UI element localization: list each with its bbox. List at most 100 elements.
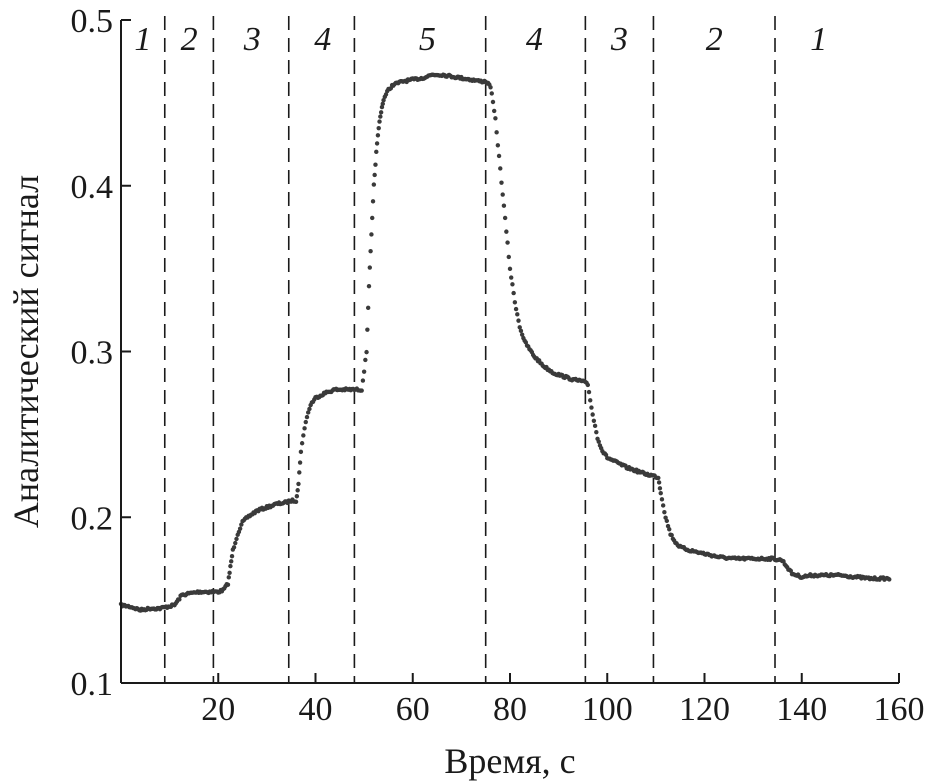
data-point xyxy=(656,475,661,481)
data-point xyxy=(366,283,372,289)
data-point xyxy=(494,130,499,135)
data-point xyxy=(656,480,662,485)
data-point xyxy=(304,414,310,420)
data-point xyxy=(233,540,238,546)
data-point xyxy=(585,382,590,388)
region-label: 5 xyxy=(419,21,436,58)
data-point xyxy=(302,426,307,431)
signal-series xyxy=(118,72,892,613)
data-point xyxy=(298,449,304,455)
y-tick-label: 0.1 xyxy=(71,666,114,703)
data-point xyxy=(296,481,301,487)
data-point xyxy=(507,266,513,272)
data-point xyxy=(306,410,311,415)
data-point xyxy=(297,460,303,465)
data-point xyxy=(376,125,381,131)
data-point xyxy=(380,101,385,107)
x-tick-label: 100 xyxy=(582,691,633,728)
data-point xyxy=(498,166,503,171)
data-point xyxy=(662,509,667,515)
data-point xyxy=(499,180,504,185)
data-point xyxy=(365,327,370,332)
data-point xyxy=(229,559,234,564)
data-point xyxy=(367,265,372,270)
x-tick-label: 160 xyxy=(874,691,925,728)
data-point xyxy=(491,108,497,114)
data-point xyxy=(239,522,244,527)
data-point xyxy=(887,577,892,582)
data-point xyxy=(229,553,235,559)
y-tick-label: 0.5 xyxy=(71,3,114,40)
data-point xyxy=(361,369,367,374)
region-label: 4 xyxy=(526,21,543,58)
region-label: 3 xyxy=(243,21,261,58)
data-point xyxy=(381,98,386,103)
data-point xyxy=(501,203,507,208)
data-point xyxy=(510,282,515,287)
data-point xyxy=(512,300,518,305)
data-point xyxy=(519,332,525,337)
data-point xyxy=(372,172,377,178)
region-dividers xyxy=(163,16,776,683)
y-tick-label: 0.4 xyxy=(71,169,114,206)
data-point xyxy=(365,305,371,311)
data-point xyxy=(378,114,383,119)
data-point xyxy=(297,470,302,475)
region-label: 3 xyxy=(610,21,628,58)
x-tick-label: 140 xyxy=(776,691,827,728)
data-point xyxy=(225,582,231,587)
data-point xyxy=(495,143,501,148)
data-point xyxy=(363,357,368,363)
data-point xyxy=(788,568,794,574)
data-point xyxy=(371,182,377,187)
data-point xyxy=(294,494,300,499)
data-point xyxy=(659,497,665,502)
data-point xyxy=(658,490,663,496)
data-point xyxy=(378,110,384,115)
data-point xyxy=(227,570,232,576)
data-point xyxy=(505,240,510,245)
y-tick-label: 0.2 xyxy=(71,500,114,537)
data-point xyxy=(293,499,299,505)
data-point xyxy=(488,85,493,90)
data-point xyxy=(303,419,308,425)
data-point xyxy=(500,192,505,197)
data-point xyxy=(509,275,514,280)
x-tick-label: 60 xyxy=(396,691,430,728)
data-point xyxy=(594,429,599,435)
data-point xyxy=(377,119,382,124)
data-point xyxy=(511,290,516,296)
data-point xyxy=(489,91,494,96)
data-point xyxy=(364,349,369,355)
data-point xyxy=(370,199,376,204)
data-point xyxy=(660,503,666,508)
data-point xyxy=(370,215,375,221)
data-point xyxy=(307,406,312,412)
data-point xyxy=(360,378,366,383)
data-point xyxy=(516,318,521,323)
region-label: 4 xyxy=(314,21,331,58)
data-point xyxy=(368,248,373,254)
x-tick-label: 20 xyxy=(201,691,235,728)
data-point xyxy=(375,133,381,138)
data-point xyxy=(518,328,524,334)
data-point xyxy=(299,441,305,446)
data-point xyxy=(237,526,243,531)
data-point xyxy=(596,439,601,444)
data-point xyxy=(592,423,598,429)
data-point xyxy=(591,418,597,423)
region-label: 1 xyxy=(810,21,827,58)
data-point xyxy=(515,312,520,317)
data-point xyxy=(301,433,306,438)
data-point xyxy=(231,545,237,550)
data-point xyxy=(374,141,380,146)
x-axis-ticks: 20 40 60 80 100 120 140 160 xyxy=(201,673,925,728)
axes xyxy=(120,20,899,684)
data-point xyxy=(504,229,509,234)
data-point xyxy=(234,536,239,542)
data-point xyxy=(383,92,389,97)
data-point xyxy=(359,388,364,393)
data-point xyxy=(228,563,233,569)
